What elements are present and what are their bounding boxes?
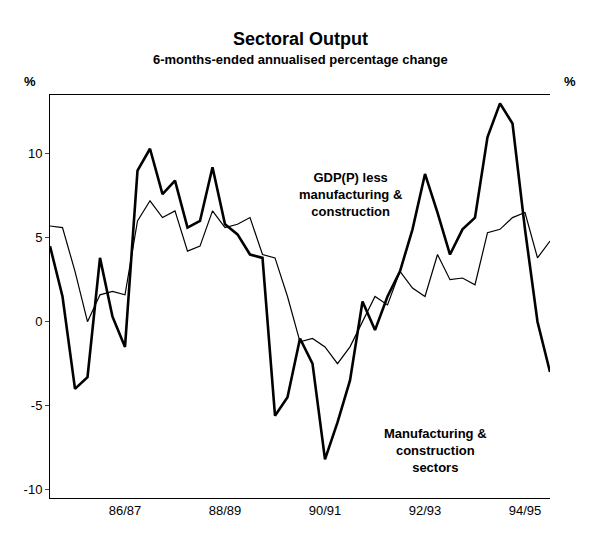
svg-text:Sectoral Output: Sectoral Output (233, 29, 368, 49)
svg-text:90/91: 90/91 (309, 503, 342, 518)
svg-text:GDP(P) lessmanufacturing &cons: GDP(P) lessmanufacturing &construction (299, 170, 402, 219)
svg-text:Manufacturing &constructionsec: Manufacturing &constructionsectors (384, 426, 487, 475)
svg-text:86/87: 86/87 (109, 503, 142, 518)
svg-text:92/93: 92/93 (409, 503, 442, 518)
svg-text:94/95: 94/95 (509, 503, 542, 518)
svg-text:%: % (24, 74, 36, 89)
svg-text:0: 0 (35, 314, 42, 329)
svg-text:88/89: 88/89 (209, 503, 242, 518)
svg-text:6-months-ended annualised perc: 6-months-ended annualised percentage cha… (153, 52, 448, 67)
svg-text:5: 5 (35, 230, 42, 245)
svg-text:-10: -10 (24, 482, 43, 497)
svg-text:10: 10 (28, 146, 42, 161)
svg-text:%: % (564, 74, 576, 89)
svg-text:-5: -5 (31, 398, 43, 413)
